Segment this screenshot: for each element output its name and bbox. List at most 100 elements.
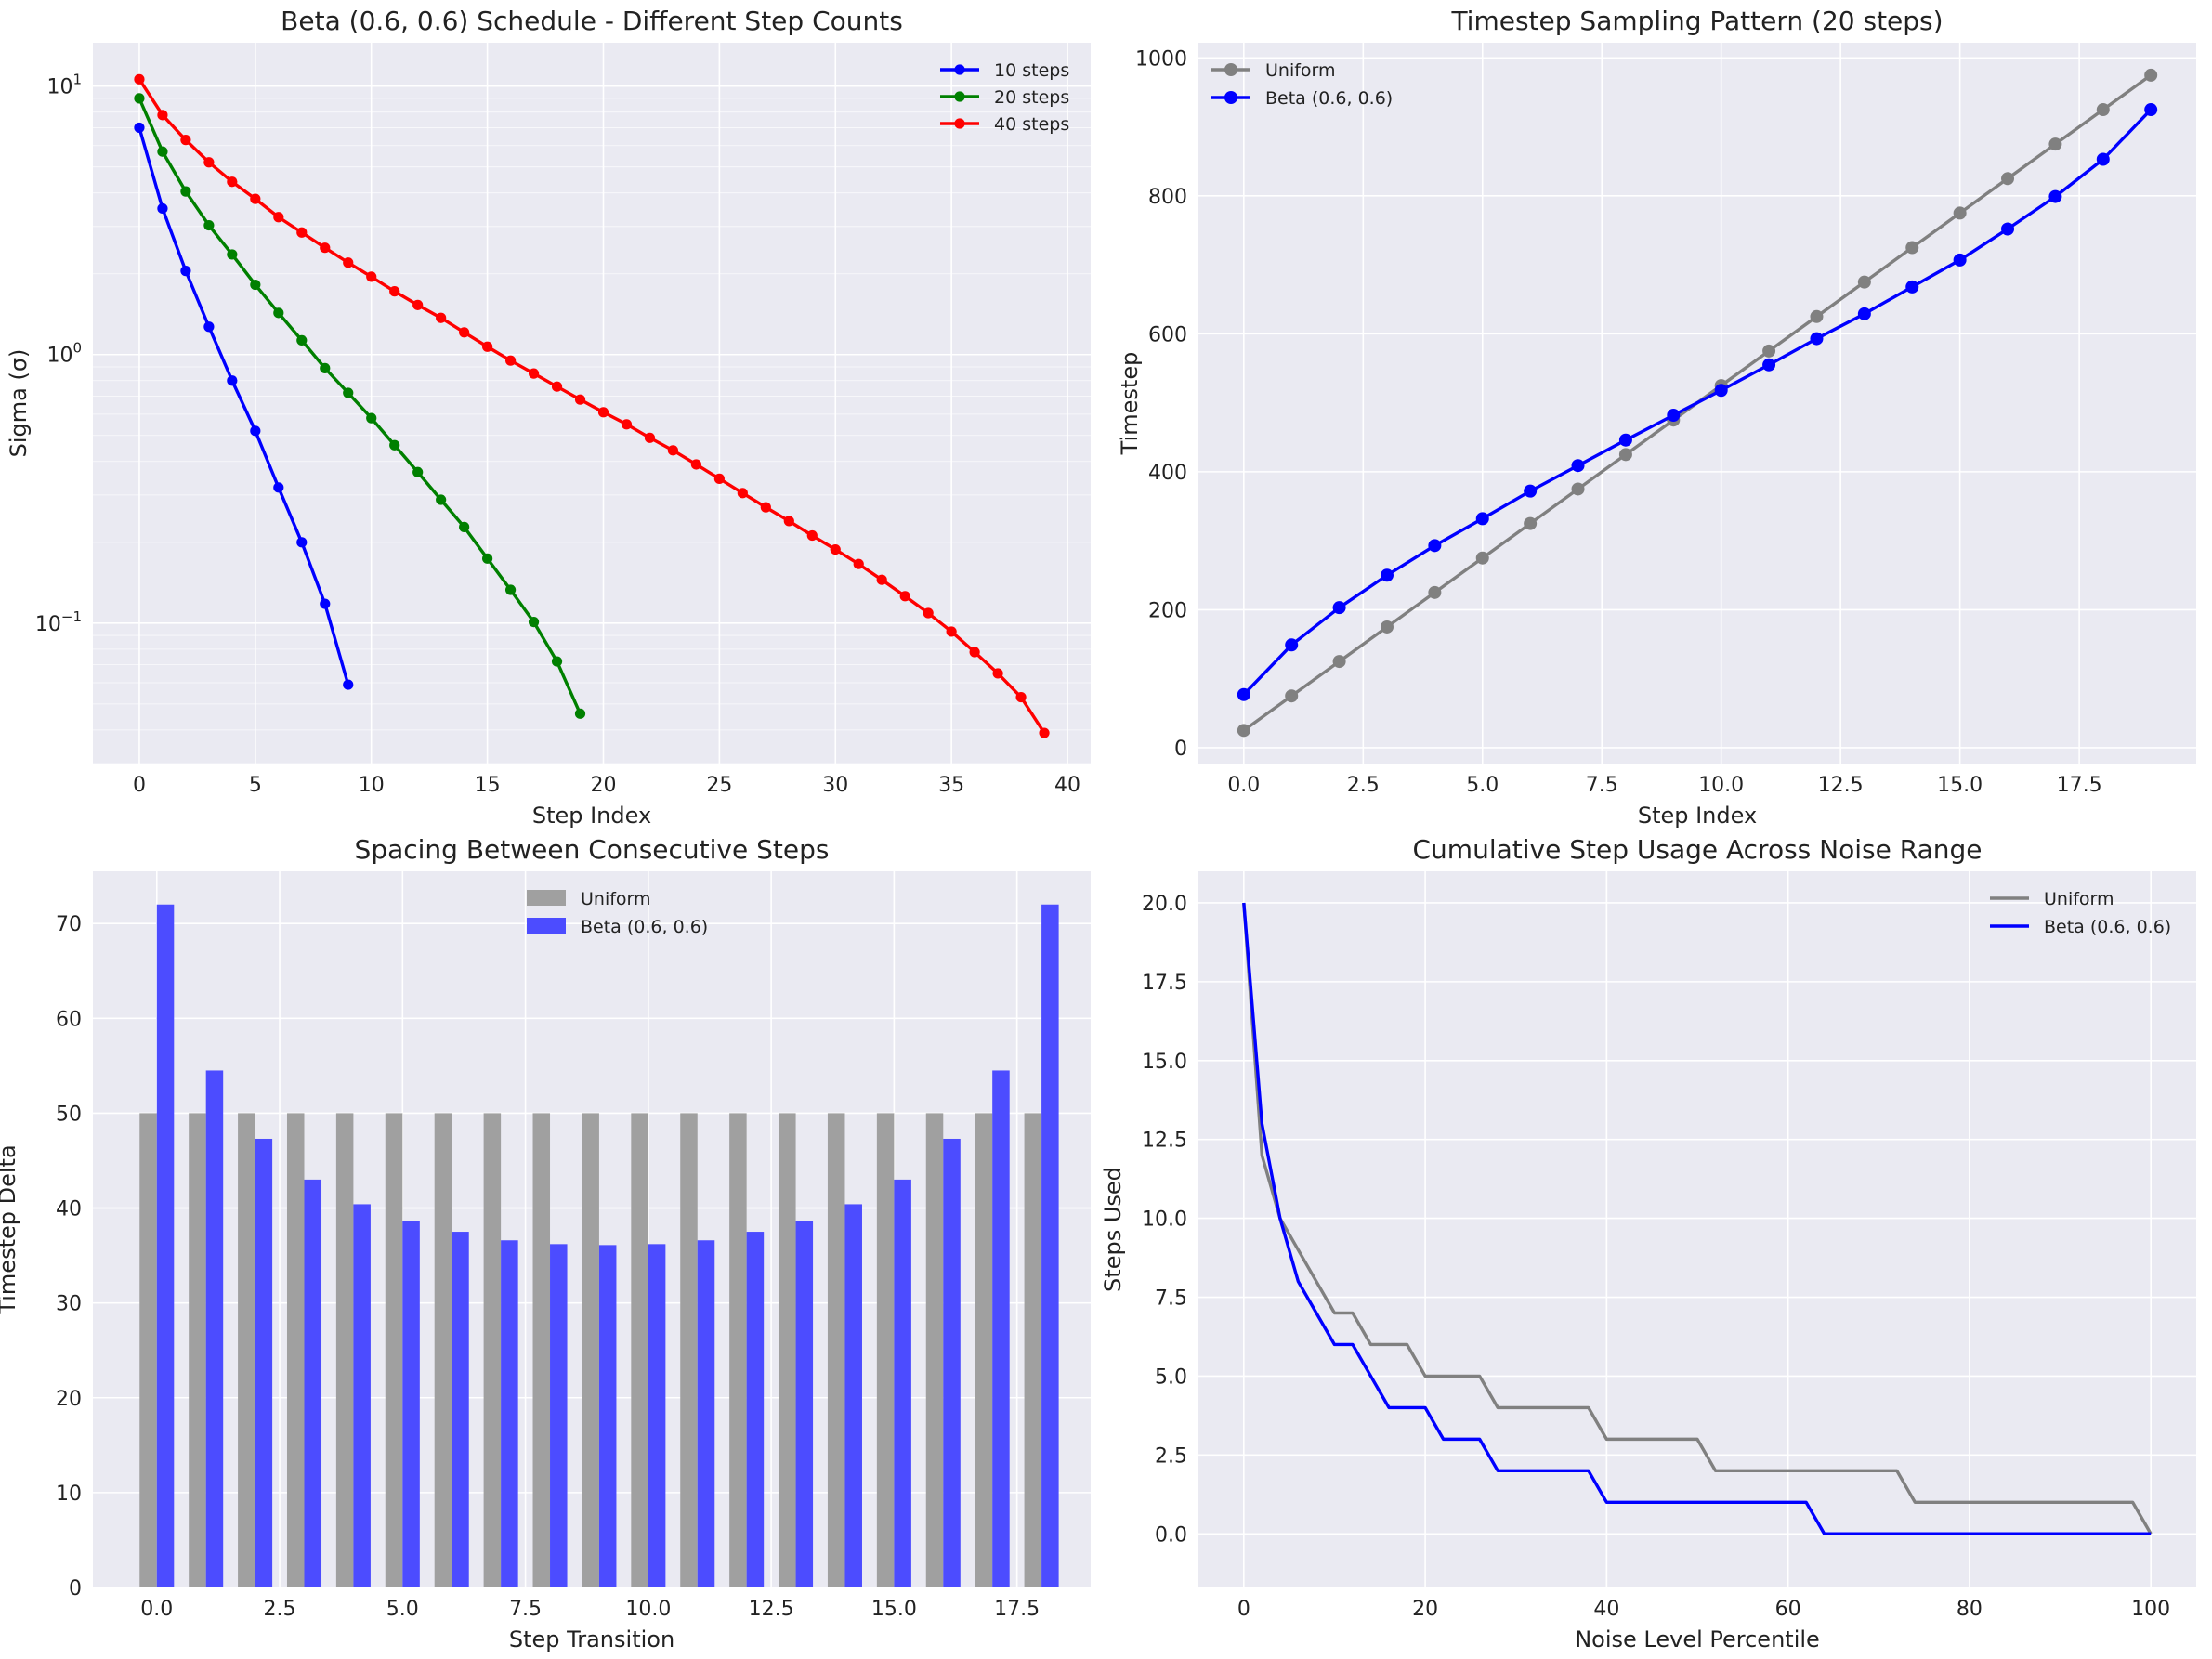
data-point xyxy=(621,419,633,430)
x-tick-label: 20 xyxy=(1412,1598,1438,1621)
data-point xyxy=(273,212,284,223)
x-tick-label: 7.5 xyxy=(1586,774,1618,797)
y-tick-label: 0.0 xyxy=(1155,1523,1187,1547)
legend-marker xyxy=(954,64,965,75)
data-point xyxy=(1237,724,1250,738)
data-point xyxy=(1618,433,1632,447)
bar xyxy=(550,1244,568,1587)
y-axis-label: Timestep Delta xyxy=(0,1144,20,1314)
data-point xyxy=(203,219,215,231)
y-tick-label: 70 xyxy=(56,913,82,936)
data-point xyxy=(180,266,191,277)
bar xyxy=(925,1113,944,1587)
data-point xyxy=(273,482,284,493)
data-point xyxy=(644,432,656,443)
legend-swatch xyxy=(527,918,566,934)
data-point xyxy=(876,574,887,585)
data-point xyxy=(412,299,424,310)
bar xyxy=(1024,1113,1042,1587)
y-axis-label: Sigma (σ) xyxy=(6,349,32,458)
x-tick-label: 20 xyxy=(590,774,616,797)
p3-legend: Uniform Beta (0.6, 0.6) xyxy=(527,889,708,937)
y-tick-label: 1000 xyxy=(1135,47,1187,71)
chart-title: Spacing Between Consecutive Steps xyxy=(355,834,830,865)
data-point xyxy=(157,110,168,121)
y-tick-label: 40 xyxy=(56,1198,82,1221)
bar xyxy=(452,1232,469,1587)
bar xyxy=(156,904,175,1587)
data-point xyxy=(482,553,493,564)
data-point xyxy=(273,307,284,319)
data-point xyxy=(1237,687,1250,701)
data-point xyxy=(1762,358,1776,372)
x-tick-label: 40 xyxy=(1593,1598,1619,1621)
x-tick-label: 0 xyxy=(1237,1598,1250,1621)
data-point xyxy=(783,516,794,527)
data-point xyxy=(482,341,493,352)
bar xyxy=(1041,904,1059,1587)
data-point xyxy=(923,607,934,619)
data-point xyxy=(1571,482,1585,496)
x-tick-label: 12.5 xyxy=(749,1598,794,1621)
data-point xyxy=(713,473,725,484)
bar xyxy=(795,1221,814,1587)
bar xyxy=(729,1113,747,1587)
y-tick-label: 2.5 xyxy=(1155,1444,1187,1468)
x-tick-label: 0.0 xyxy=(140,1598,173,1621)
bar xyxy=(598,1245,617,1587)
data-point xyxy=(551,381,563,392)
x-axis-label: Step Index xyxy=(1638,803,1757,829)
bar xyxy=(532,1113,551,1587)
data-point xyxy=(969,647,980,658)
legend-marker xyxy=(1224,63,1237,76)
bar xyxy=(975,1113,993,1587)
x-tick-label: 10.0 xyxy=(1698,774,1744,797)
legend-marker xyxy=(954,91,965,102)
line-series-0 xyxy=(1242,902,2153,1535)
y-tick-label: 10 xyxy=(56,1483,82,1506)
chart-title: Timestep Sampling Pattern (20 steps) xyxy=(1450,6,1943,36)
series-line xyxy=(137,78,1046,734)
data-point xyxy=(597,407,609,418)
data-point xyxy=(203,157,215,168)
data-point xyxy=(551,656,563,667)
data-point xyxy=(1857,307,1871,320)
x-tick-label: 40 xyxy=(1054,774,1080,797)
bar xyxy=(894,1179,911,1587)
data-point xyxy=(1667,408,1681,422)
bar xyxy=(631,1113,648,1587)
data-point xyxy=(1285,638,1299,652)
data-point xyxy=(1380,620,1394,634)
x-tick-label: 60 xyxy=(1775,1598,1801,1621)
bar xyxy=(255,1138,273,1587)
p1-axes: 0 5 10 15 20 25 30 35 40 101 100 10−1 Beta (0.6, 0.6… xyxy=(6,6,1091,829)
legend-swatch xyxy=(527,890,566,906)
data-point xyxy=(1618,448,1632,462)
p2-axes: 0.0 2.5 5.0 7.5 10.0 12.5 15.0 17.5 0 200 400 600 80… xyxy=(1117,6,2196,829)
p4-legend: Uniform Beta (0.6, 0.6) xyxy=(1990,889,2171,937)
y-tick-label: 17.5 xyxy=(1142,972,1187,995)
bar xyxy=(876,1113,895,1587)
y-tick-label: 12.5 xyxy=(1142,1130,1187,1153)
series-line xyxy=(1242,108,2153,696)
data-point xyxy=(1953,253,1967,267)
x-tick-label: 5.0 xyxy=(1466,774,1499,797)
bar xyxy=(648,1244,666,1587)
data-point xyxy=(366,271,377,282)
data-point xyxy=(2096,103,2110,117)
data-point xyxy=(366,412,377,424)
x-tick-label: 0.0 xyxy=(1227,774,1260,797)
bar xyxy=(501,1240,518,1587)
p4-grid xyxy=(1198,871,2196,1587)
bar xyxy=(827,1113,845,1587)
data-point xyxy=(227,375,238,386)
legend-label: Beta (0.6, 0.6) xyxy=(2044,917,2171,937)
bar-series-0 xyxy=(139,1113,1042,1587)
x-axis-label: Noise Level Percentile xyxy=(1575,1626,1820,1652)
x-axis-label: Step Index xyxy=(532,803,651,829)
bar xyxy=(205,1070,224,1587)
y-tick-label: 20 xyxy=(56,1388,82,1411)
data-point xyxy=(528,368,540,379)
data-point xyxy=(320,242,331,254)
p4-axes: 0 20 40 60 80 100 0.0 2.5 5.0 7.5 10.0 12.5 15.0 17.5… xyxy=(1100,834,2196,1652)
